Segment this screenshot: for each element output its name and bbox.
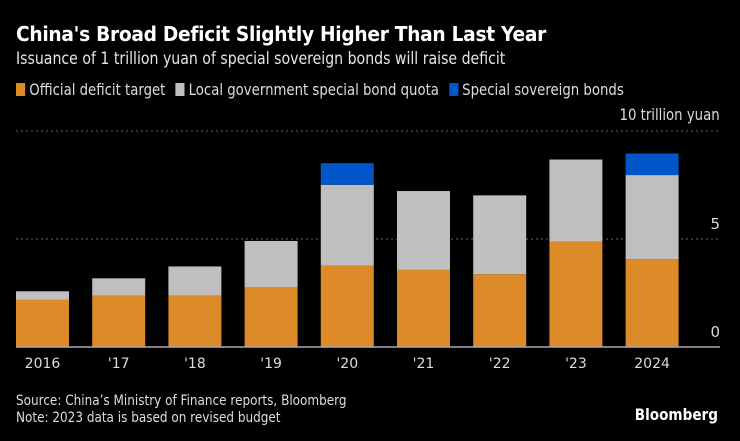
bar-group-7 <box>549 159 603 347</box>
x-tick-labels: 2016 '17 '18 '19 '20 '21 '22 '23 2024 <box>25 356 670 372</box>
bar-segment-local-8 <box>625 175 679 260</box>
bar-segment-official-1 <box>92 295 146 347</box>
bar-segment-local-1 <box>92 278 146 296</box>
bar-segment-sovereign-8 <box>625 153 679 176</box>
bar-segment-local-6 <box>473 195 527 275</box>
bar-group-3 <box>244 240 298 347</box>
x-tick-label: 2016 <box>25 356 61 372</box>
bar-segment-official-2 <box>168 295 222 347</box>
legend-label-official: Official deficit target <box>29 80 166 99</box>
bar-segment-sovereign-4 <box>320 163 374 185</box>
bar-group-8 <box>625 153 679 347</box>
bar-segment-official-4 <box>320 265 374 347</box>
bar-segment-official-6 <box>473 274 527 347</box>
bar-segment-local-0 <box>16 291 69 300</box>
x-tick-label: 2024 <box>634 356 670 372</box>
legend: Official deficit target Local government… <box>16 80 634 99</box>
bar-group-2 <box>168 266 222 347</box>
note-text: Note: 2023 data is based on revised budg… <box>16 410 281 426</box>
bar-group-4 <box>320 163 374 347</box>
bars <box>16 153 679 347</box>
x-tick-label: '22 <box>489 356 511 372</box>
bar-segment-local-3 <box>244 240 298 288</box>
bar-segment-official-8 <box>625 259 679 347</box>
footer: Source: China’s Ministry of Finance repo… <box>16 393 347 427</box>
bar-segment-official-7 <box>549 241 603 347</box>
bar-segment-official-5 <box>397 269 450 347</box>
legend-item-local: Local government special bond quota <box>175 80 439 99</box>
legend-swatch-local <box>175 83 185 96</box>
bloomberg-logo: Bloomberg <box>634 405 718 424</box>
x-tick-label: '20 <box>336 356 358 372</box>
bar-group-6 <box>473 195 527 347</box>
y-tick-label: 5 <box>710 215 720 233</box>
x-tick-label: '19 <box>260 356 282 372</box>
bar-segment-official-0 <box>16 299 69 347</box>
legend-swatch-official <box>16 83 26 96</box>
bar-group-1 <box>92 278 146 347</box>
legend-item-sovereign: Special sovereign bonds <box>448 80 624 99</box>
chart-title: China's Broad Deficit Slightly Higher Th… <box>16 22 547 46</box>
chart-subtitle: Issuance of 1 trillion yuan of special s… <box>16 49 506 69</box>
x-tick-label: '17 <box>108 356 130 372</box>
y-tick-labels: 05 <box>710 215 720 341</box>
bar-group-0 <box>16 291 69 347</box>
legend-label-local: Local government special bond quota <box>188 80 439 99</box>
bar-segment-local-5 <box>397 191 450 270</box>
legend-label-sovereign: Special sovereign bonds <box>462 80 624 99</box>
bar-segment-local-2 <box>168 266 222 296</box>
bar-segment-official-3 <box>244 287 298 347</box>
x-tick-label: '18 <box>184 356 206 372</box>
unit-label: 10 trillion yuan <box>619 105 720 124</box>
source-text: Source: China’s Ministry of Finance repo… <box>16 393 347 409</box>
bar-segment-local-4 <box>320 184 374 266</box>
x-tick-label: '23 <box>565 356 587 372</box>
x-tick-label: '21 <box>413 356 435 372</box>
bar-segment-local-7 <box>549 159 603 242</box>
bar-group-5 <box>397 191 450 347</box>
y-tick-label: 0 <box>710 323 720 341</box>
legend-item-official: Official deficit target <box>16 80 165 99</box>
legend-swatch-sovereign <box>448 83 459 96</box>
